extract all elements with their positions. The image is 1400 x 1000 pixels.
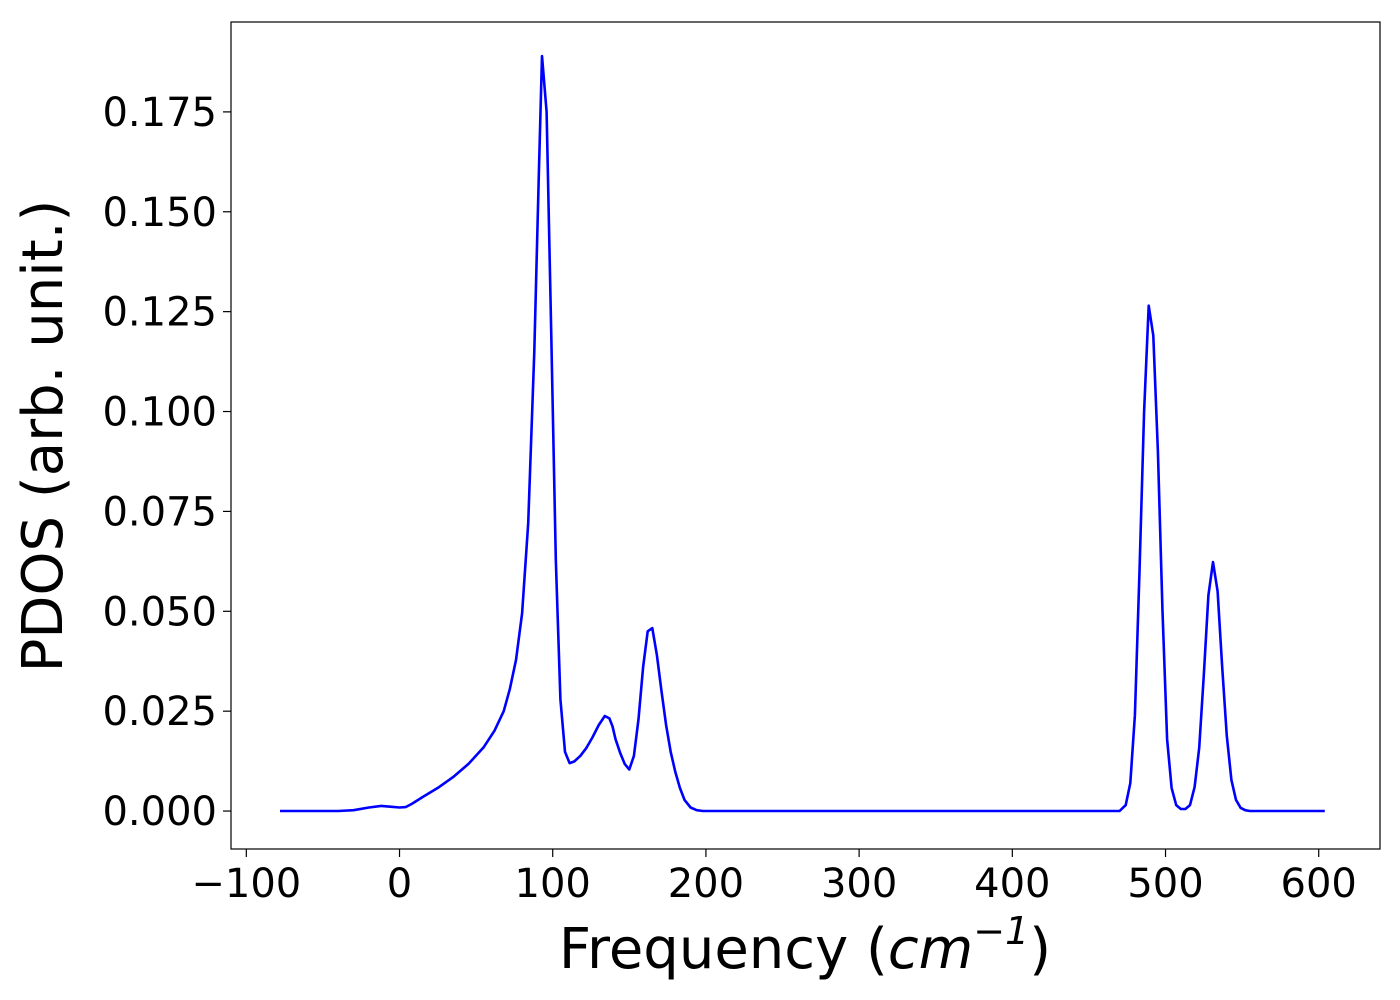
x-axis-label-exponent: −1: [973, 909, 1029, 953]
x-tick-label: 0: [387, 861, 412, 907]
x-axis-label-unit: cm: [888, 917, 973, 982]
x-tick-label: 500: [1127, 861, 1203, 907]
y-axis-ticks: 0.000 0.025 0.050 0.075 0.100 0.125 0.150 0.175: [102, 90, 231, 835]
y-axis-label: PDOS (arb. unit.): [11, 200, 76, 673]
y-tick-label: 0.000: [102, 789, 217, 835]
series-layer: [280, 54, 1325, 813]
x-axis-label-close: ): [1029, 917, 1051, 982]
x-tick-label: 200: [668, 861, 744, 907]
x-axis-label-text: Frequency (: [559, 917, 888, 982]
y-tick-label: 0.125: [102, 290, 217, 336]
pdos-series-line: [280, 54, 1325, 813]
y-tick-label: 0.175: [102, 90, 217, 136]
plot-frame: [230, 21, 1381, 850]
y-tick-label: 0.100: [102, 390, 217, 436]
y-tick-label: 0.050: [102, 589, 217, 635]
x-axis-label: Frequency (cm−1): [559, 909, 1051, 982]
x-tick-label: 600: [1281, 861, 1357, 907]
y-tick-label: 0.025: [102, 689, 217, 735]
x-tick-label: 300: [821, 861, 897, 907]
x-axis-ticks: −100 0 100 200 300 400 500 600: [191, 849, 1357, 907]
y-tick-label: 0.150: [102, 190, 217, 236]
x-tick-label: −100: [191, 861, 301, 907]
x-tick-label: 100: [515, 861, 591, 907]
x-tick-label: 400: [974, 861, 1050, 907]
y-tick-label: 0.075: [102, 489, 217, 535]
